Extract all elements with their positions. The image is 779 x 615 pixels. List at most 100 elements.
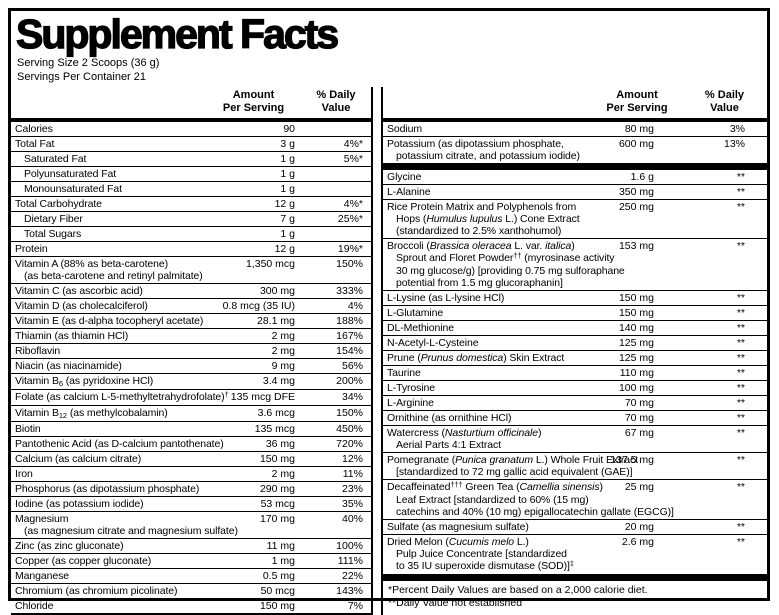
nutrient-row: Niacin (as niacinamide) 9 mg 56% <box>11 358 371 373</box>
nutrient-row: Dried Melon (Cucumis melo L.) Pulp Juice … <box>383 534 767 574</box>
nutrient-row: Magnesium (as magnesium citrate and magne… <box>11 511 371 538</box>
daily-value: 333% <box>336 285 363 297</box>
nutrient-row: Pantothenic Acid (as D-calcium pantothen… <box>11 436 371 451</box>
daily-value: 40% <box>341 513 363 525</box>
daily-value: 200% <box>336 375 363 387</box>
nutrient-label: Pomegranate (Punica granatum L.) Whole F… <box>387 454 639 478</box>
daily-value: ** <box>736 240 745 252</box>
serving-size: Serving Size 2 Scoops (36 g) <box>17 57 160 69</box>
nutrient-row: Polyunsaturated Fat 1 g <box>11 166 371 181</box>
nutrient-label: Niacin (as niacinamide) <box>15 360 122 372</box>
nutrient-label: Copper (as copper gluconate) <box>15 555 152 567</box>
daily-value: 5%* <box>343 153 363 165</box>
amount-value: 0.5 mg <box>262 570 295 582</box>
daily-value: ** <box>736 521 745 533</box>
amount-value: 70 mg <box>624 412 654 424</box>
nutrient-row: Biotin 135 mcg 450% <box>11 421 371 436</box>
amount-value: 50 mcg <box>260 585 295 597</box>
nutrient-row: Folate (as calcium L-5-methyltetrahydrof… <box>11 389 371 405</box>
daily-value: 167% <box>336 330 363 342</box>
daily-value <box>301 228 371 240</box>
amount-value: 110 mg <box>619 367 654 379</box>
amount-value: 70 mg <box>624 397 654 409</box>
nutrient-row: Prune (Prunus domestica) Skin Extract 125… <box>383 350 767 365</box>
amount-value: 1,350 mcg <box>245 258 295 270</box>
column-header-bar <box>11 118 371 122</box>
amount-value: 3.6 mcg <box>257 407 295 419</box>
amount-value: 150 mg <box>259 453 295 465</box>
nutrient-row: Copper (as copper gluconate) 1 mg 111% <box>11 553 371 568</box>
nutrient-row: Monounsaturated Fat 1 g <box>11 181 371 196</box>
amount-value: 3.4 mg <box>262 375 295 387</box>
daily-value: ** <box>736 352 745 364</box>
nutrient-row: L-Arginine 70 mg ** <box>383 395 767 410</box>
amount-value: 125 mg <box>618 337 654 349</box>
nutrient-row: Saturated Fat 1 g 5%* <box>11 151 371 166</box>
nutrient-label: Iron <box>15 468 33 480</box>
amount-value: 170 mg <box>259 513 295 525</box>
daily-value: 720% <box>336 438 363 450</box>
amount-value: 125 mg <box>618 352 654 364</box>
daily-value: 7% <box>347 600 363 612</box>
amount-value: 2.6 mg <box>621 536 654 548</box>
nutrient-label: Sodium <box>387 123 423 135</box>
daily-value <box>301 183 371 195</box>
amount-value: 80 mg <box>624 123 654 135</box>
nutrient-label: Vitamin C (as ascorbic acid) <box>15 285 143 297</box>
nutrient-row: Potassium (as dipotassium phosphate, pota… <box>383 136 767 163</box>
amount-value: 350 mg <box>618 186 654 198</box>
nutrient-label: Glycine <box>387 171 422 183</box>
amount-value: 2 mg <box>271 468 295 480</box>
amount-value: 150 mg <box>259 600 295 612</box>
amount-value: 140 mg <box>618 322 654 334</box>
daily-value: ** <box>736 397 745 409</box>
daily-value: ** <box>736 367 745 379</box>
nutrient-row: Thiamin (as thiamin HCl) 2 mg 167% <box>11 328 371 343</box>
nutrient-label: Folate (as calcium L-5-methyltetrahydrof… <box>15 390 229 403</box>
daily-value-header: % Daily Value <box>316 89 356 114</box>
nutrient-row: Protein 12 g 19%* <box>11 241 371 256</box>
nutrient-row: N-Acetyl-L-Cysteine 125 mg ** <box>383 335 767 350</box>
nutrient-row: Calories 90 <box>11 122 371 136</box>
nutrient-row: Riboflavin 2 mg 154% <box>11 343 371 358</box>
amount-value: 1 mg <box>271 555 295 567</box>
amount-value: 20 mg <box>624 521 654 533</box>
left-column-header: Amount Per Serving % Daily Value <box>11 87 371 118</box>
daily-value: 188% <box>336 315 363 327</box>
nutrient-label: L-Tyrosine <box>387 382 436 394</box>
nutrient-label: Dietary Fiber <box>24 213 83 225</box>
nutrient-label: Monounsaturated Fat <box>24 183 122 195</box>
amount-value: 150 mg <box>618 307 654 319</box>
nutrient-label: Ornithine (as ornithine HCl) <box>387 412 512 424</box>
daily-value: 4%* <box>343 198 363 210</box>
nutrient-row: Manganese 0.5 mg 22% <box>11 568 371 583</box>
nutrient-label: L-Alanine <box>387 186 431 198</box>
nutrient-row: Watercress (Nasturtium officinale) Aerial… <box>383 425 767 452</box>
nutrient-row: Calcium (as calcium citrate) 150 mg 12% <box>11 451 371 466</box>
amount-value: 1 g <box>280 183 295 195</box>
nutrient-label: Phosphorus (as dipotassium phosphate) <box>15 483 200 495</box>
left-column: Amount Per Serving % Daily Value Calorie… <box>11 87 373 615</box>
daily-value: 111% <box>337 555 363 567</box>
daily-value: 4%* <box>343 138 363 150</box>
section-divider-bar <box>383 163 767 170</box>
right-rows: Sodium 80 mg 3% Potassium (as dipotassium p… <box>383 122 767 581</box>
amount-value: 137.5 mg <box>610 454 654 466</box>
daily-value: ** <box>736 382 745 394</box>
amount-value: 135 mcg DFE <box>230 391 295 403</box>
daily-value: 22% <box>341 570 363 582</box>
daily-value: 35% <box>341 498 363 510</box>
nutrient-label: L-Glutamine <box>387 307 444 319</box>
amount-value: 90 <box>283 123 295 135</box>
nutrient-label: L-Arginine <box>387 397 434 409</box>
footnote-daily-values: *Percent Daily Values are based on a 2,0… <box>388 584 648 596</box>
nutrient-label: Iodine (as potassium iodide) <box>15 498 144 510</box>
daily-value: 3% <box>729 123 745 135</box>
daily-value: ** <box>736 322 745 334</box>
nutrient-row: Taurine 110 mg ** <box>383 365 767 380</box>
servings-per-container: Servings Per Container 21 <box>17 71 147 83</box>
amount-value: 53 mcg <box>260 498 295 510</box>
amount-value: 12 g <box>274 243 295 255</box>
nutrient-row: Rice Protein Matrix and Polyphenols from… <box>383 199 767 238</box>
daily-value: 13% <box>723 138 745 150</box>
